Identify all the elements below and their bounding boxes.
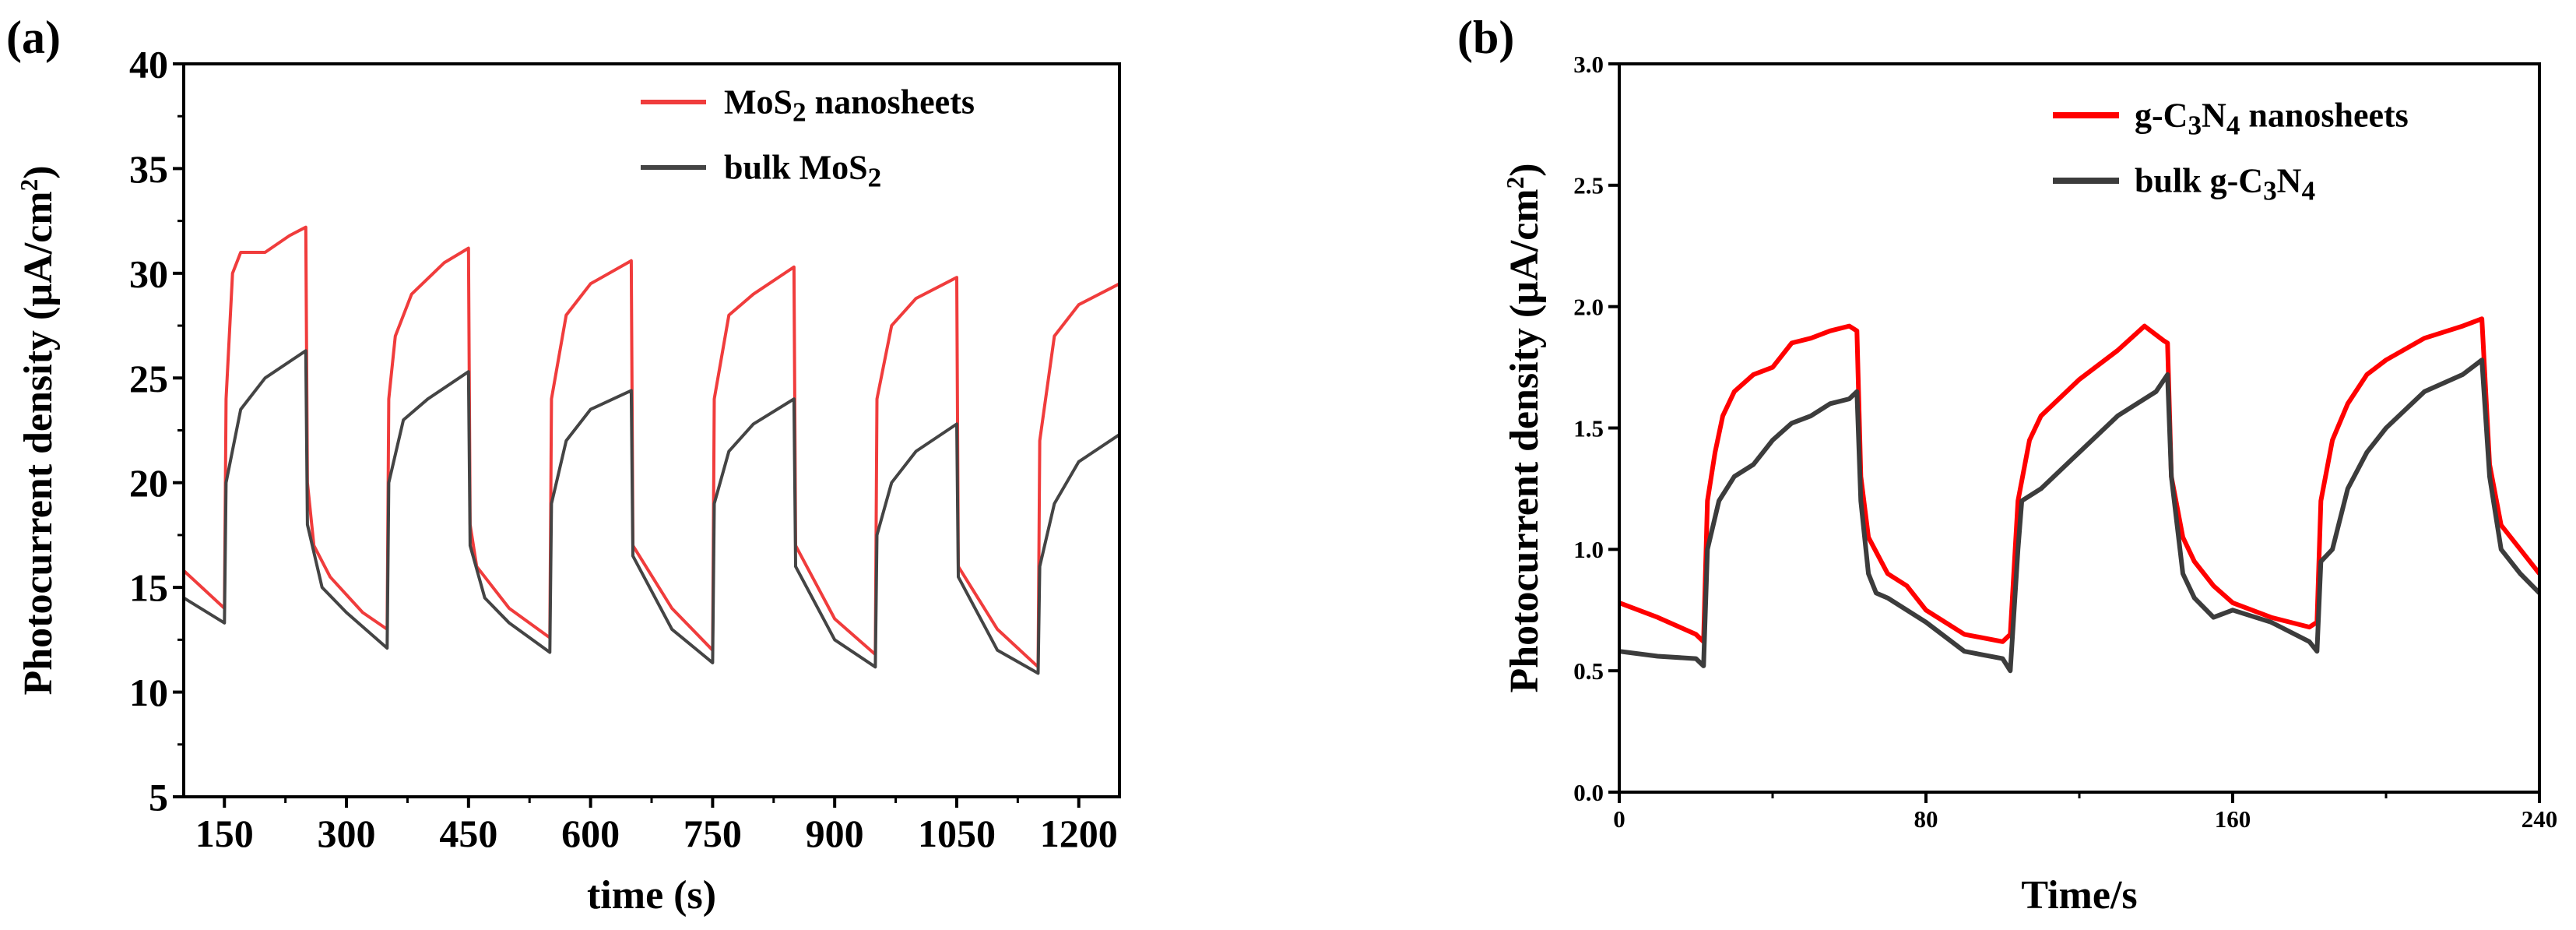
- plot-frame: [1618, 62, 2541, 794]
- series-line-bulk-mos2: [182, 349, 1121, 675]
- legend-label-text: MoS: [724, 83, 792, 122]
- x-tick-label: 80: [1914, 805, 1938, 833]
- y-tick-label: 40: [129, 43, 168, 86]
- panel-label: (a): [6, 12, 61, 63]
- y-axis-title-end: ): [16, 165, 61, 178]
- legend-label-text: nanosheets: [2240, 97, 2408, 135]
- legend-label-subscript: 3: [2188, 111, 2202, 141]
- x-tick-label: 450: [439, 812, 497, 855]
- legend-label-subscript: 3: [2263, 176, 2277, 206]
- y-tick-label: 10: [129, 671, 168, 714]
- x-tick-label: 900: [806, 812, 864, 855]
- x-tick-label: 1200: [1040, 812, 1118, 855]
- legend-label-text: bulk MoS: [724, 149, 868, 187]
- y-tick-label: 25: [129, 357, 168, 400]
- legend-item: g-C3N4 nanosheets: [2053, 97, 2409, 141]
- y-tick-label: 35: [129, 147, 168, 191]
- panel-label: (b): [1457, 12, 1514, 63]
- y-axis-title-main: Photocurrent density (µA/cm: [1502, 188, 1547, 692]
- legend-label-subscript: 2: [792, 97, 807, 128]
- x-tick-label: 160: [2215, 805, 2251, 833]
- y-axis-title-superscript: 2: [16, 179, 43, 192]
- y-axis-title: Photocurrent density (µA/cm2): [16, 165, 61, 695]
- y-tick-label: 5: [149, 776, 168, 819]
- series-line-bulk-g-c3n4: [1618, 358, 2542, 674]
- x-tick-label: 240: [2522, 805, 2558, 833]
- legend-label: MoS2 nanosheets: [724, 83, 975, 128]
- y-tick-label: 2.5: [1573, 172, 1604, 199]
- chart-panel-a: (a) 5 10 15 20 25 30 35 40 150 300 450 600 750 900 1050…: [6, 12, 1121, 918]
- y-axis-title-end: ): [1502, 163, 1547, 176]
- legend-label-text: N: [2202, 97, 2226, 135]
- y-tick-label: 30: [129, 252, 168, 295]
- x-tick-label: 600: [561, 812, 620, 855]
- y-axis-title: Photocurrent density (µA/cm2): [1502, 163, 1547, 692]
- y-axis-title-superscript: 2: [1502, 177, 1529, 189]
- legend-label-text: N: [2277, 162, 2302, 200]
- legend-label-subscript: 4: [2301, 176, 2315, 206]
- y-tick-label: 0.5: [1573, 657, 1604, 685]
- legend-label-text: bulk g-C: [2135, 162, 2263, 200]
- legend-item: bulk MoS2: [641, 149, 881, 193]
- legend-label-subscript: 2: [868, 163, 882, 193]
- x-tick-label: 300: [318, 812, 376, 855]
- legend-item: MoS2 nanosheets: [641, 83, 975, 128]
- chart-panel-b: (b) 0.0 0.5 1.0 1.5 2.0 2.5 3.0 0 80 160 240 Time/s P…: [1457, 12, 2557, 918]
- y-tick-label: 20: [129, 461, 168, 505]
- legend-label-text: nanosheets: [807, 83, 975, 122]
- series-line-g-c3n4-nanosheets: [1618, 316, 2542, 644]
- y-tick-label: 1.5: [1573, 414, 1604, 442]
- y-axis-title-main: Photocurrent density (µA/cm: [16, 191, 61, 695]
- plot-frame: [182, 62, 1121, 798]
- y-tick-label: 3.0: [1573, 51, 1604, 78]
- y-tick-label: 1.0: [1573, 536, 1604, 563]
- x-tick-label: 150: [195, 812, 254, 855]
- legend-item: bulk g-C3N4: [2053, 162, 2315, 206]
- x-axis-title: Time/s: [2021, 873, 2137, 918]
- legend-label-subscript: 4: [2226, 111, 2240, 141]
- legend-label: bulk MoS2: [724, 149, 881, 193]
- legend-label: bulk g-C3N4: [2135, 162, 2315, 206]
- series-line-mos2-nanosheets: [182, 225, 1120, 669]
- x-tick-label: 1050: [918, 812, 996, 855]
- x-tick-label: 750: [684, 812, 742, 855]
- legend-label-text: g-C: [2135, 97, 2188, 135]
- y-tick-label: 2.0: [1573, 294, 1604, 321]
- y-tick-label: 0.0: [1573, 779, 1604, 806]
- y-tick-label: 15: [129, 566, 168, 610]
- x-axis-title: time (s): [587, 873, 716, 918]
- legend-label: g-C3N4 nanosheets: [2135, 97, 2409, 141]
- x-tick-label: 0: [1613, 805, 1625, 833]
